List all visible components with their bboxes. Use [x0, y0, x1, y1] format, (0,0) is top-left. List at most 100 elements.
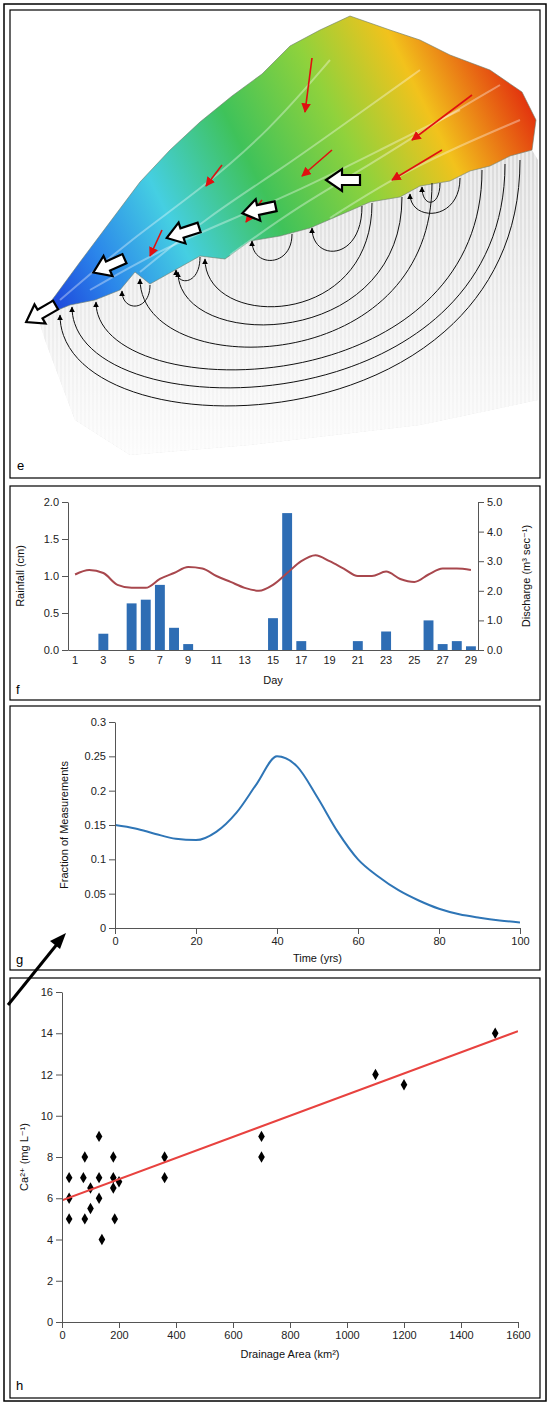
tick-label: 1.0 [44, 570, 59, 582]
flow-arc [176, 257, 200, 281]
bar [226, 650, 236, 651]
tick: 1.5 [44, 533, 68, 545]
tick-label: 1400 [449, 1329, 473, 1341]
tick-label: 15 [267, 654, 279, 666]
line [115, 756, 520, 922]
bar [169, 628, 179, 650]
y-axis-title: Fraction of Measurements [58, 761, 70, 889]
tick: 4.0 [478, 526, 502, 538]
bar [127, 603, 137, 650]
panel-frame [10, 706, 540, 970]
tick-label: 14 [41, 1027, 53, 1039]
flow-arc [72, 164, 505, 388]
flow-arc [178, 197, 402, 325]
tick: 12 [41, 1069, 62, 1081]
tick-label: 800 [281, 1329, 299, 1341]
tick: 4 [47, 1234, 62, 1246]
tick-mark [404, 1322, 405, 1328]
tick-mark [62, 1322, 63, 1328]
tick-label: 80 [433, 935, 445, 947]
tick-mark [176, 1322, 177, 1328]
bar [254, 650, 264, 651]
tick: 8 [47, 1151, 62, 1163]
bar [240, 650, 250, 651]
tick: 0.2 [91, 785, 115, 797]
tick-label: 27 [437, 654, 449, 666]
point [81, 1213, 88, 1224]
tick: 0.0 [478, 644, 502, 656]
tick-label: 1 [72, 654, 78, 666]
terrain-surface [38, 16, 536, 318]
tick-label: 25 [408, 654, 420, 666]
tick-label: 12 [41, 1069, 53, 1081]
tick-mark [109, 825, 115, 826]
tick-label: 29 [465, 654, 477, 666]
flow-arc [410, 178, 460, 213]
tick-label: 0.5 [44, 607, 59, 619]
tick: 0.05 [85, 888, 115, 900]
tick: 9 [185, 654, 191, 666]
point [161, 1172, 168, 1183]
tick-mark [277, 928, 278, 934]
panel-frame [10, 10, 540, 478]
bar [84, 650, 94, 651]
tick-mark [56, 1033, 62, 1034]
tick: 60 [352, 928, 364, 947]
flow-arc [312, 206, 362, 251]
flow-arc [422, 183, 440, 202]
x-axis-title: Day [263, 674, 283, 686]
ridge [140, 70, 420, 272]
point [66, 1172, 73, 1183]
bar [98, 634, 108, 650]
bar [367, 650, 377, 651]
panel-frame [10, 486, 540, 700]
tick-mark [478, 502, 484, 503]
tick-label: 0.0 [487, 644, 502, 656]
plot-area [115, 756, 520, 922]
pointer-arrowhead [50, 933, 66, 949]
flow-arc [252, 234, 292, 260]
point [492, 1028, 499, 1039]
bar [310, 650, 320, 651]
tick-label: 5 [129, 654, 135, 666]
tick-label: 16 [41, 986, 53, 998]
tick-label: 400 [167, 1329, 185, 1341]
tick-mark [233, 1322, 234, 1328]
tick-label: 21 [352, 654, 364, 666]
tick-label: 200 [110, 1329, 128, 1341]
bar [70, 650, 80, 651]
tick: 1400 [449, 1322, 473, 1341]
figure-frame [4, 4, 546, 1401]
tick-label: 0.2 [91, 785, 106, 797]
tick-label: 0 [112, 935, 118, 947]
tick: 6 [47, 1192, 62, 1204]
tick-mark [358, 928, 359, 934]
tick: 29 [465, 654, 477, 666]
tick-label: 0 [100, 922, 106, 934]
tick: 1 [72, 654, 78, 666]
bar [183, 644, 193, 650]
tick-mark [461, 1322, 462, 1328]
tick-label: 10 [41, 1110, 53, 1122]
tick: 80 [433, 928, 445, 947]
tick-label: 1.5 [44, 533, 59, 545]
tick: 20 [190, 928, 202, 947]
point [81, 1151, 88, 1162]
tick-label: 11 [211, 654, 222, 666]
tick-label: 0 [47, 1316, 53, 1328]
bar [424, 620, 434, 650]
tick-label: 3.0 [487, 555, 502, 567]
surface-arrow [302, 150, 332, 176]
bar [197, 650, 207, 651]
tick: 27 [437, 654, 449, 666]
ridge [330, 120, 520, 218]
tick: 0 [59, 1322, 65, 1341]
tick: 0 [100, 922, 115, 934]
point [66, 1213, 73, 1224]
tick-mark [290, 1322, 291, 1328]
tick-mark [62, 576, 68, 577]
tick-label: 17 [295, 654, 307, 666]
tick-label: 4.0 [487, 526, 502, 538]
tick-label: 23 [380, 654, 392, 666]
axis-line [115, 723, 116, 929]
